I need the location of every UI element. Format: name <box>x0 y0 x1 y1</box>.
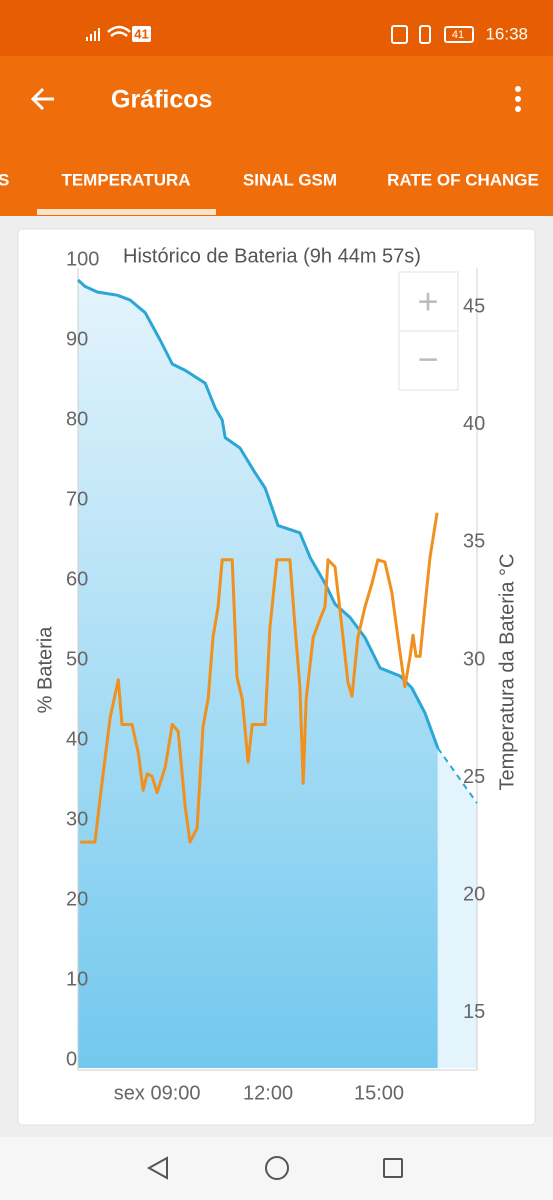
menu-button[interactable] <box>515 86 521 112</box>
y2-tick-label: 40 <box>463 413 485 435</box>
y-tick-label: 30 <box>66 808 88 830</box>
back-button[interactable] <box>30 87 54 111</box>
y-tick-label: 80 <box>66 408 88 430</box>
y-tick-label: 10 <box>66 968 88 990</box>
x-tick-label: sex 09:00 <box>114 1082 201 1104</box>
y-tick-label: 40 <box>66 728 88 750</box>
y-axis-label: % Bateria <box>34 626 56 714</box>
network-badge <box>132 26 151 42</box>
y-tick-label: 20 <box>66 888 88 910</box>
battery-icon <box>444 26 474 43</box>
nav-home[interactable] <box>265 1156 289 1180</box>
y2-tick-label: 35 <box>463 531 485 553</box>
nav-recent[interactable] <box>383 1158 403 1178</box>
y-tick-label: 50 <box>66 648 88 670</box>
tab[interactable]: S <box>0 170 9 189</box>
y-tick-label: 0 <box>66 1048 77 1070</box>
y2-tick-label: 45 <box>463 295 485 317</box>
y-tick-label: 90 <box>66 328 88 350</box>
tab[interactable]: TEMPERATURA <box>61 170 190 189</box>
chart-title: Histórico de Bateria (9h 44m 57s) <box>123 245 421 267</box>
y2-tick-label: 20 <box>463 884 485 906</box>
projection-line <box>436 747 478 804</box>
battery-line <box>76 278 440 749</box>
zoom-out[interactable]: − <box>417 339 438 380</box>
temperature-line <box>80 512 439 844</box>
zoom-in[interactable]: + <box>417 281 438 322</box>
y2-tick-label: 15 <box>463 1001 485 1023</box>
nfc-icon <box>391 25 408 44</box>
nav-back[interactable] <box>146 1156 168 1180</box>
plot: 0 10 20 30 40 50 60 70 80 90 100 15 20 25 30 35 40 45 sex … <box>66 248 485 1104</box>
battery-area <box>78 280 438 1068</box>
y-tick-label: 60 <box>66 568 88 590</box>
y2-tick-label: 30 <box>463 648 485 670</box>
network-label: 41 <box>134 26 148 41</box>
x-tick-label: 12:00 <box>243 1082 293 1104</box>
y2-tick-label: 25 <box>463 766 485 788</box>
y-tick-label: 100 <box>66 248 99 270</box>
y2-axis-label: Temperatura da Bateria °C <box>496 553 518 790</box>
tab[interactable]: SINAL GSM <box>243 170 337 189</box>
tab-indicator <box>37 209 216 215</box>
projection-area <box>437 748 477 1068</box>
battery-label: 41 <box>452 29 464 41</box>
nav-bar <box>0 1137 553 1200</box>
y-tick-label: 70 <box>66 488 88 510</box>
signal-icon <box>86 28 100 41</box>
app-title: Gráficos <box>111 86 212 114</box>
clock: 16:38 <box>485 24 528 43</box>
vibrate-icon <box>419 25 431 44</box>
tab[interactable]: RATE OF CHANGE <box>387 170 539 189</box>
wifi-icon <box>107 25 131 37</box>
app-bar <box>0 56 553 216</box>
x-tick-label: 15:00 <box>354 1082 404 1104</box>
